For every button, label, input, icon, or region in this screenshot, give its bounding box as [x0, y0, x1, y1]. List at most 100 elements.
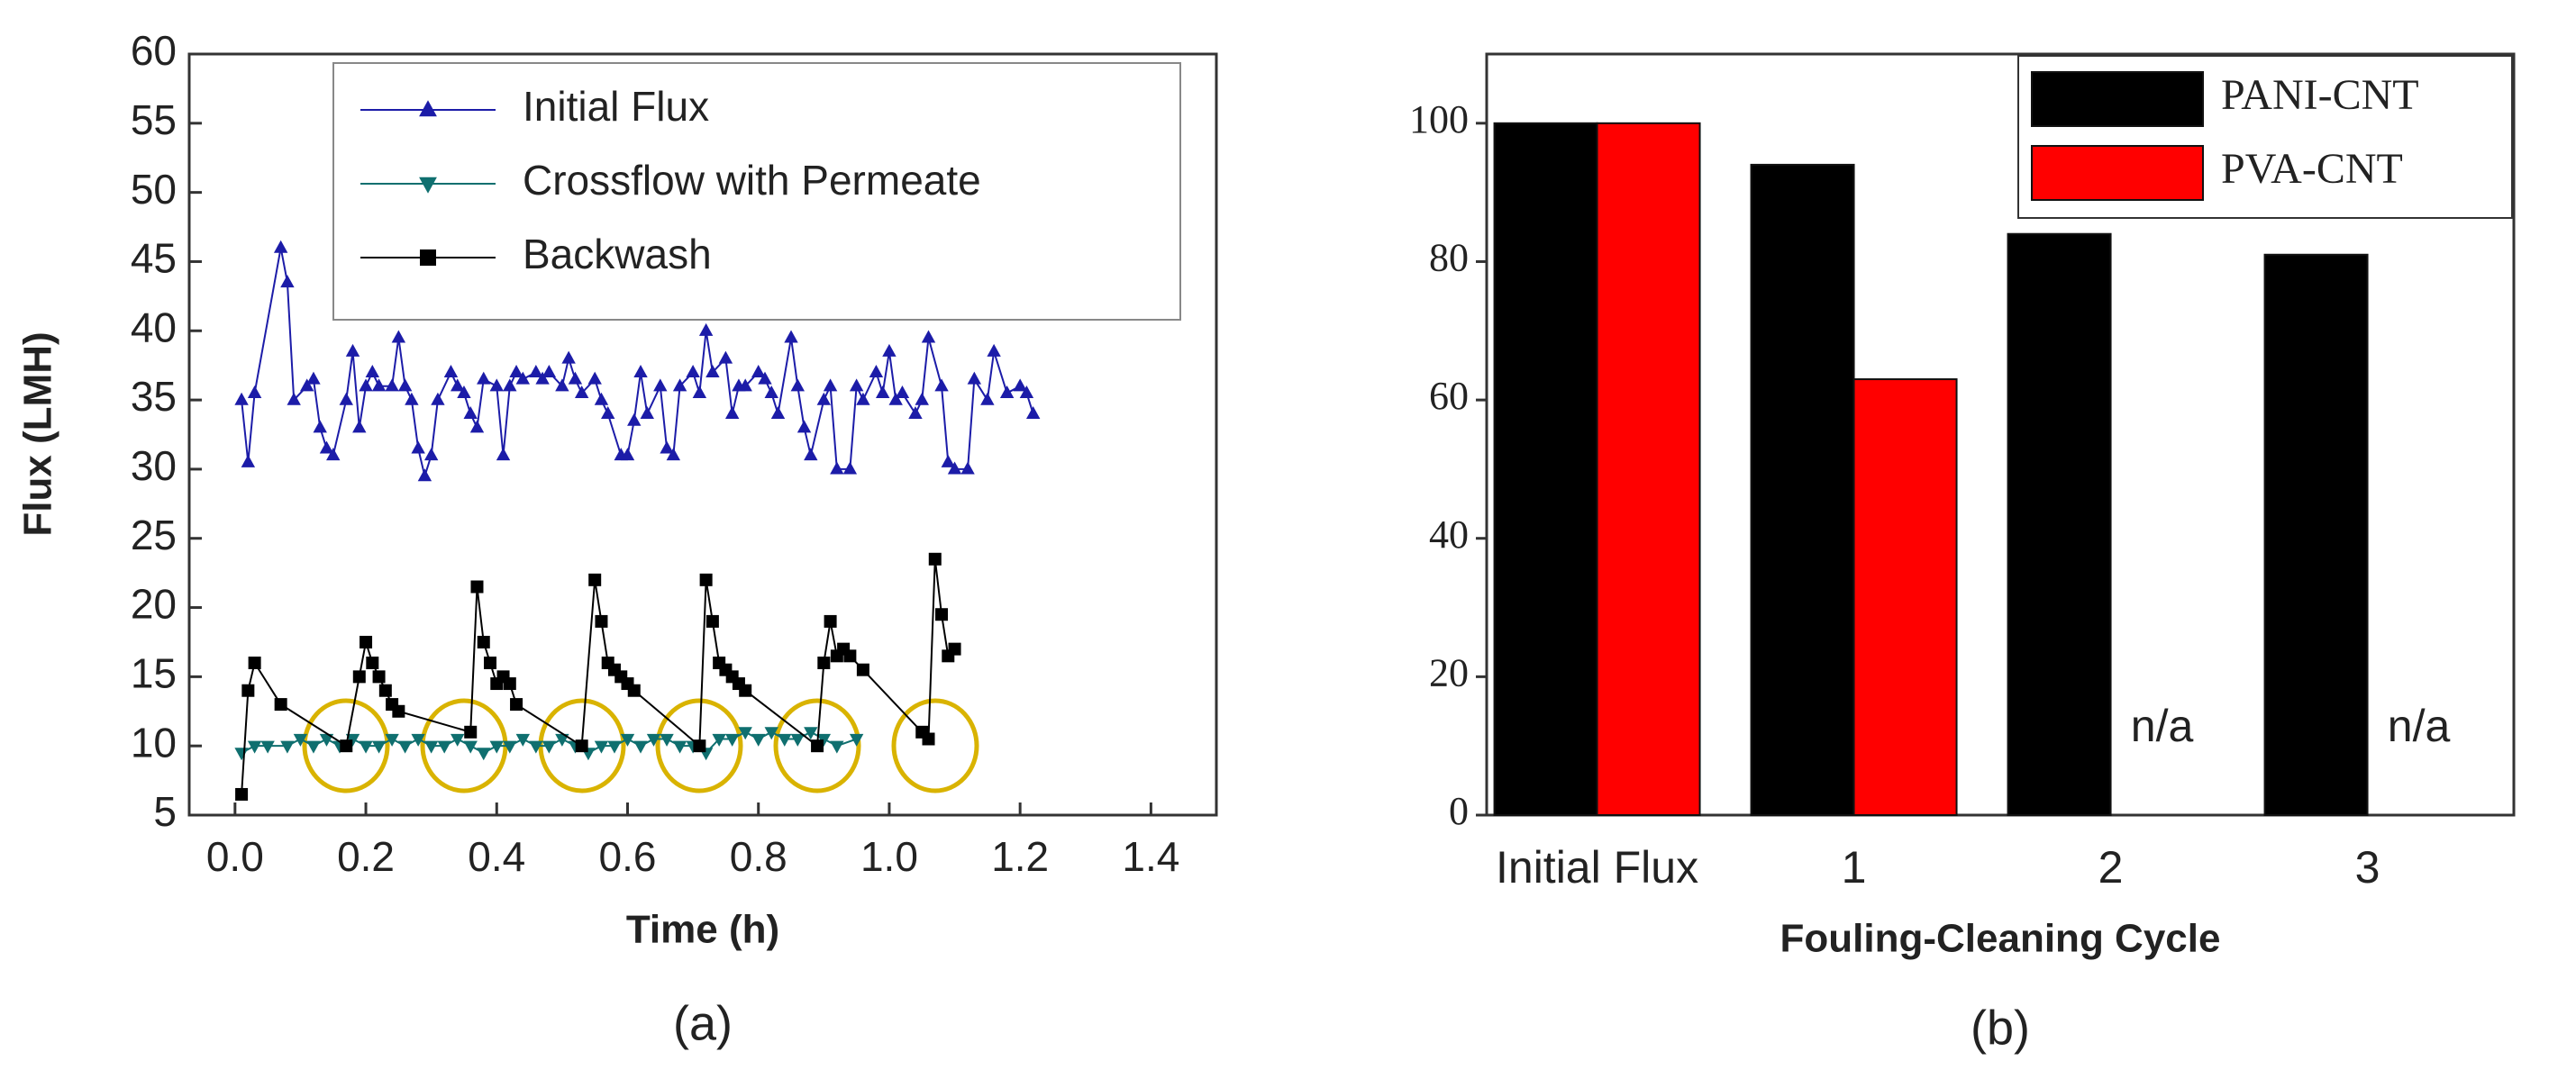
bar [1596, 122, 1701, 816]
marker [371, 740, 387, 754]
marker [352, 420, 367, 433]
marker [948, 642, 961, 656]
marker [417, 468, 432, 482]
marker [300, 378, 314, 392]
legend-label: PANI-CNT [2221, 71, 2419, 119]
marker [712, 733, 726, 747]
marker [764, 727, 778, 740]
marker [235, 787, 249, 801]
marker [437, 740, 451, 754]
marker [477, 635, 490, 648]
marker [555, 378, 569, 392]
y-tick-label: 20 [131, 581, 177, 628]
marker [672, 740, 687, 754]
marker [241, 684, 255, 697]
highlight-circle [773, 698, 861, 793]
marker [423, 740, 439, 754]
annotation: n/a [2131, 701, 2194, 751]
marker [484, 657, 497, 669]
marker [365, 364, 380, 377]
marker [824, 614, 837, 628]
marker [653, 378, 668, 392]
marker [542, 740, 557, 754]
x-tick-label: 0.2 [337, 833, 395, 880]
marker [595, 614, 608, 628]
marker [496, 448, 511, 461]
marker [849, 378, 864, 392]
highlight-circle [891, 698, 979, 793]
marker [987, 343, 1001, 357]
x-tick-label: 0.8 [730, 833, 787, 880]
marker [293, 733, 308, 747]
marker [423, 448, 439, 461]
y-tick-label: 80 [1429, 236, 1469, 280]
marker [451, 378, 465, 392]
bar [1493, 122, 1598, 816]
marker [371, 378, 387, 392]
marker [280, 740, 295, 754]
marker [811, 739, 824, 753]
marker [306, 371, 321, 385]
marker [705, 364, 720, 377]
legend-marker [419, 177, 437, 194]
y-tick-label: 25 [131, 512, 177, 558]
y-tick-label: 20 [1429, 650, 1469, 694]
marker [692, 385, 707, 399]
marker [816, 733, 832, 747]
marker [359, 740, 373, 754]
marker [980, 392, 995, 405]
marker [705, 614, 719, 628]
marker [574, 385, 589, 399]
marker [451, 733, 465, 747]
legend-label: Backwash [523, 231, 712, 277]
legend-swatch [2031, 71, 2204, 127]
marker [633, 364, 648, 377]
marker [411, 733, 425, 747]
marker [666, 448, 681, 461]
marker [340, 739, 353, 753]
marker [934, 378, 949, 392]
marker [693, 739, 706, 753]
marker [588, 573, 602, 586]
x-axis-title: Time (h) [626, 908, 779, 952]
marker [360, 635, 373, 648]
marker [830, 461, 844, 475]
y-tick-label: 60 [1429, 374, 1469, 418]
x-tick-label: 0.0 [206, 833, 264, 880]
marker [620, 733, 635, 747]
marker [778, 733, 792, 747]
x-tick-label: Initial Flux [1496, 842, 1698, 893]
bar [2007, 232, 2112, 816]
legend-marker [420, 249, 436, 266]
marker [470, 580, 484, 594]
y-tick-label: 5 [153, 788, 177, 835]
marker [477, 371, 491, 385]
marker [385, 733, 399, 747]
marker [274, 698, 287, 712]
marker [359, 378, 373, 392]
marker [391, 330, 406, 343]
marker [555, 733, 569, 747]
marker [313, 420, 327, 433]
marker [535, 371, 550, 385]
y-tick-label: 100 [1409, 97, 1469, 141]
marker [660, 733, 674, 747]
y-tick-label: 60 [131, 27, 177, 74]
marker [392, 704, 405, 718]
legend-label: Initial Flux [523, 83, 709, 130]
marker [463, 406, 478, 420]
marker [529, 740, 543, 754]
marker [869, 364, 884, 377]
marker [397, 740, 413, 754]
highlight-circle [655, 698, 743, 793]
marker [594, 740, 609, 754]
marker [804, 727, 818, 740]
marker [751, 733, 766, 747]
marker [816, 392, 832, 405]
plot-frame-a [187, 52, 1218, 817]
marker [620, 448, 635, 461]
marker [646, 733, 661, 747]
marker [503, 378, 517, 392]
marker [306, 740, 321, 754]
marker [935, 608, 949, 621]
